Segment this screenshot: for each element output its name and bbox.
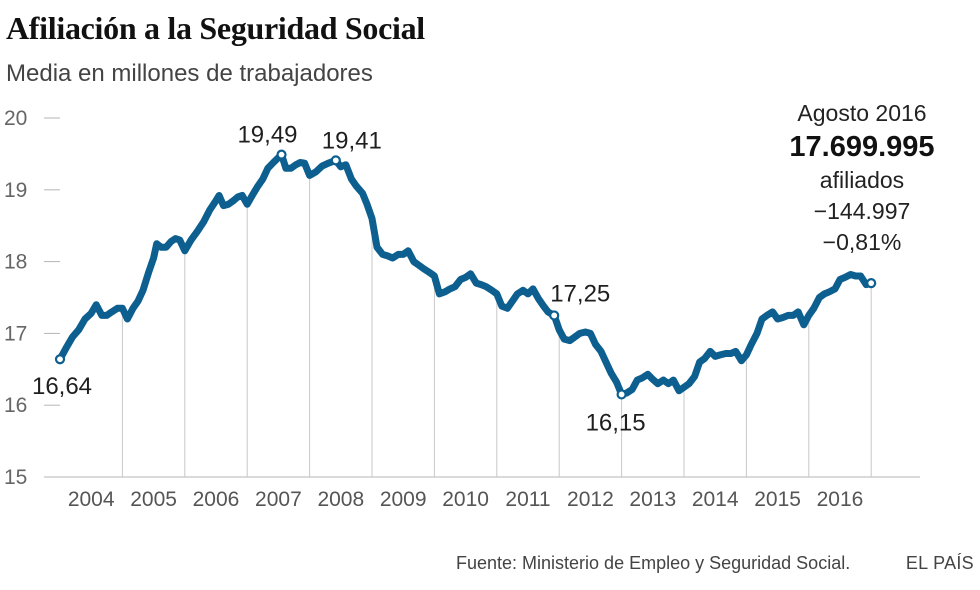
callout-date: Agosto 2016 — [797, 100, 927, 126]
x-tick-label: 2012 — [567, 488, 614, 511]
latest-value-callout: Agosto 2016 17.699.995 afiliados −144.99… — [762, 98, 962, 258]
y-axis-ticks: 15 16 17 18 19 20 — [4, 107, 27, 489]
y-tick-label: 15 — [4, 466, 27, 489]
data-point-marker — [549, 310, 560, 321]
data-point-marker — [330, 155, 341, 166]
chart-subtitle: Media en millones de trabajadores — [6, 60, 373, 87]
x-tick-label: 2007 — [255, 488, 302, 511]
series-line — [56, 151, 875, 398]
y-tick-label: 20 — [4, 107, 27, 130]
y-tick-label: 16 — [4, 394, 27, 417]
y-tick-label: 19 — [4, 179, 27, 202]
callout-unit: afiliados — [819, 167, 905, 193]
markers — [54, 149, 877, 400]
x-tick-label: 2005 — [130, 488, 177, 511]
x-tick-label: 2010 — [442, 488, 489, 511]
brand-logo: EL PAÍS — [905, 553, 974, 573]
chart-title: Afiliación a la Seguridad Social — [6, 10, 425, 46]
data-point-marker — [54, 354, 66, 365]
annotation-label: 16,15 — [586, 409, 646, 436]
annotations: 16,64 19,49 19,41 17,25 16,15 — [32, 122, 646, 437]
source-note: Fuente: Ministerio de Empleo y Seguridad… — [456, 553, 851, 573]
data-point-marker — [276, 149, 287, 160]
callout-change-abs: −144.997 — [813, 198, 911, 224]
year-gridlines — [121, 175, 872, 477]
data-point-marker — [616, 389, 627, 400]
x-tick-label: 2013 — [629, 488, 676, 511]
y-tick-label: 18 — [4, 251, 27, 274]
x-tick-label: 2004 — [68, 488, 115, 511]
annotation-label: 16,64 — [32, 373, 92, 400]
x-axis-ticks: 2004 2005 2006 2007 2008 2009 2010 2011 2012 2013… — [68, 488, 864, 511]
callout-change-pct: −0,81% — [822, 229, 902, 255]
x-tick-label: 2009 — [380, 488, 427, 511]
horizontal-gridlines — [44, 117, 920, 478]
annotation-label: 17,25 — [550, 280, 610, 307]
x-tick-label: 2016 — [817, 488, 864, 511]
data-point-marker — [866, 278, 877, 289]
annotation-label: 19,49 — [237, 122, 297, 149]
x-tick-label: 2006 — [193, 488, 240, 511]
callout-value: 17.699.995 — [789, 131, 935, 163]
x-tick-label: 2014 — [692, 488, 739, 511]
y-tick-label: 17 — [4, 322, 27, 345]
x-tick-label: 2015 — [754, 488, 801, 511]
annotation-label: 19,41 — [322, 127, 382, 154]
x-tick-label: 2011 — [505, 488, 550, 511]
x-tick-label: 2008 — [317, 488, 364, 511]
